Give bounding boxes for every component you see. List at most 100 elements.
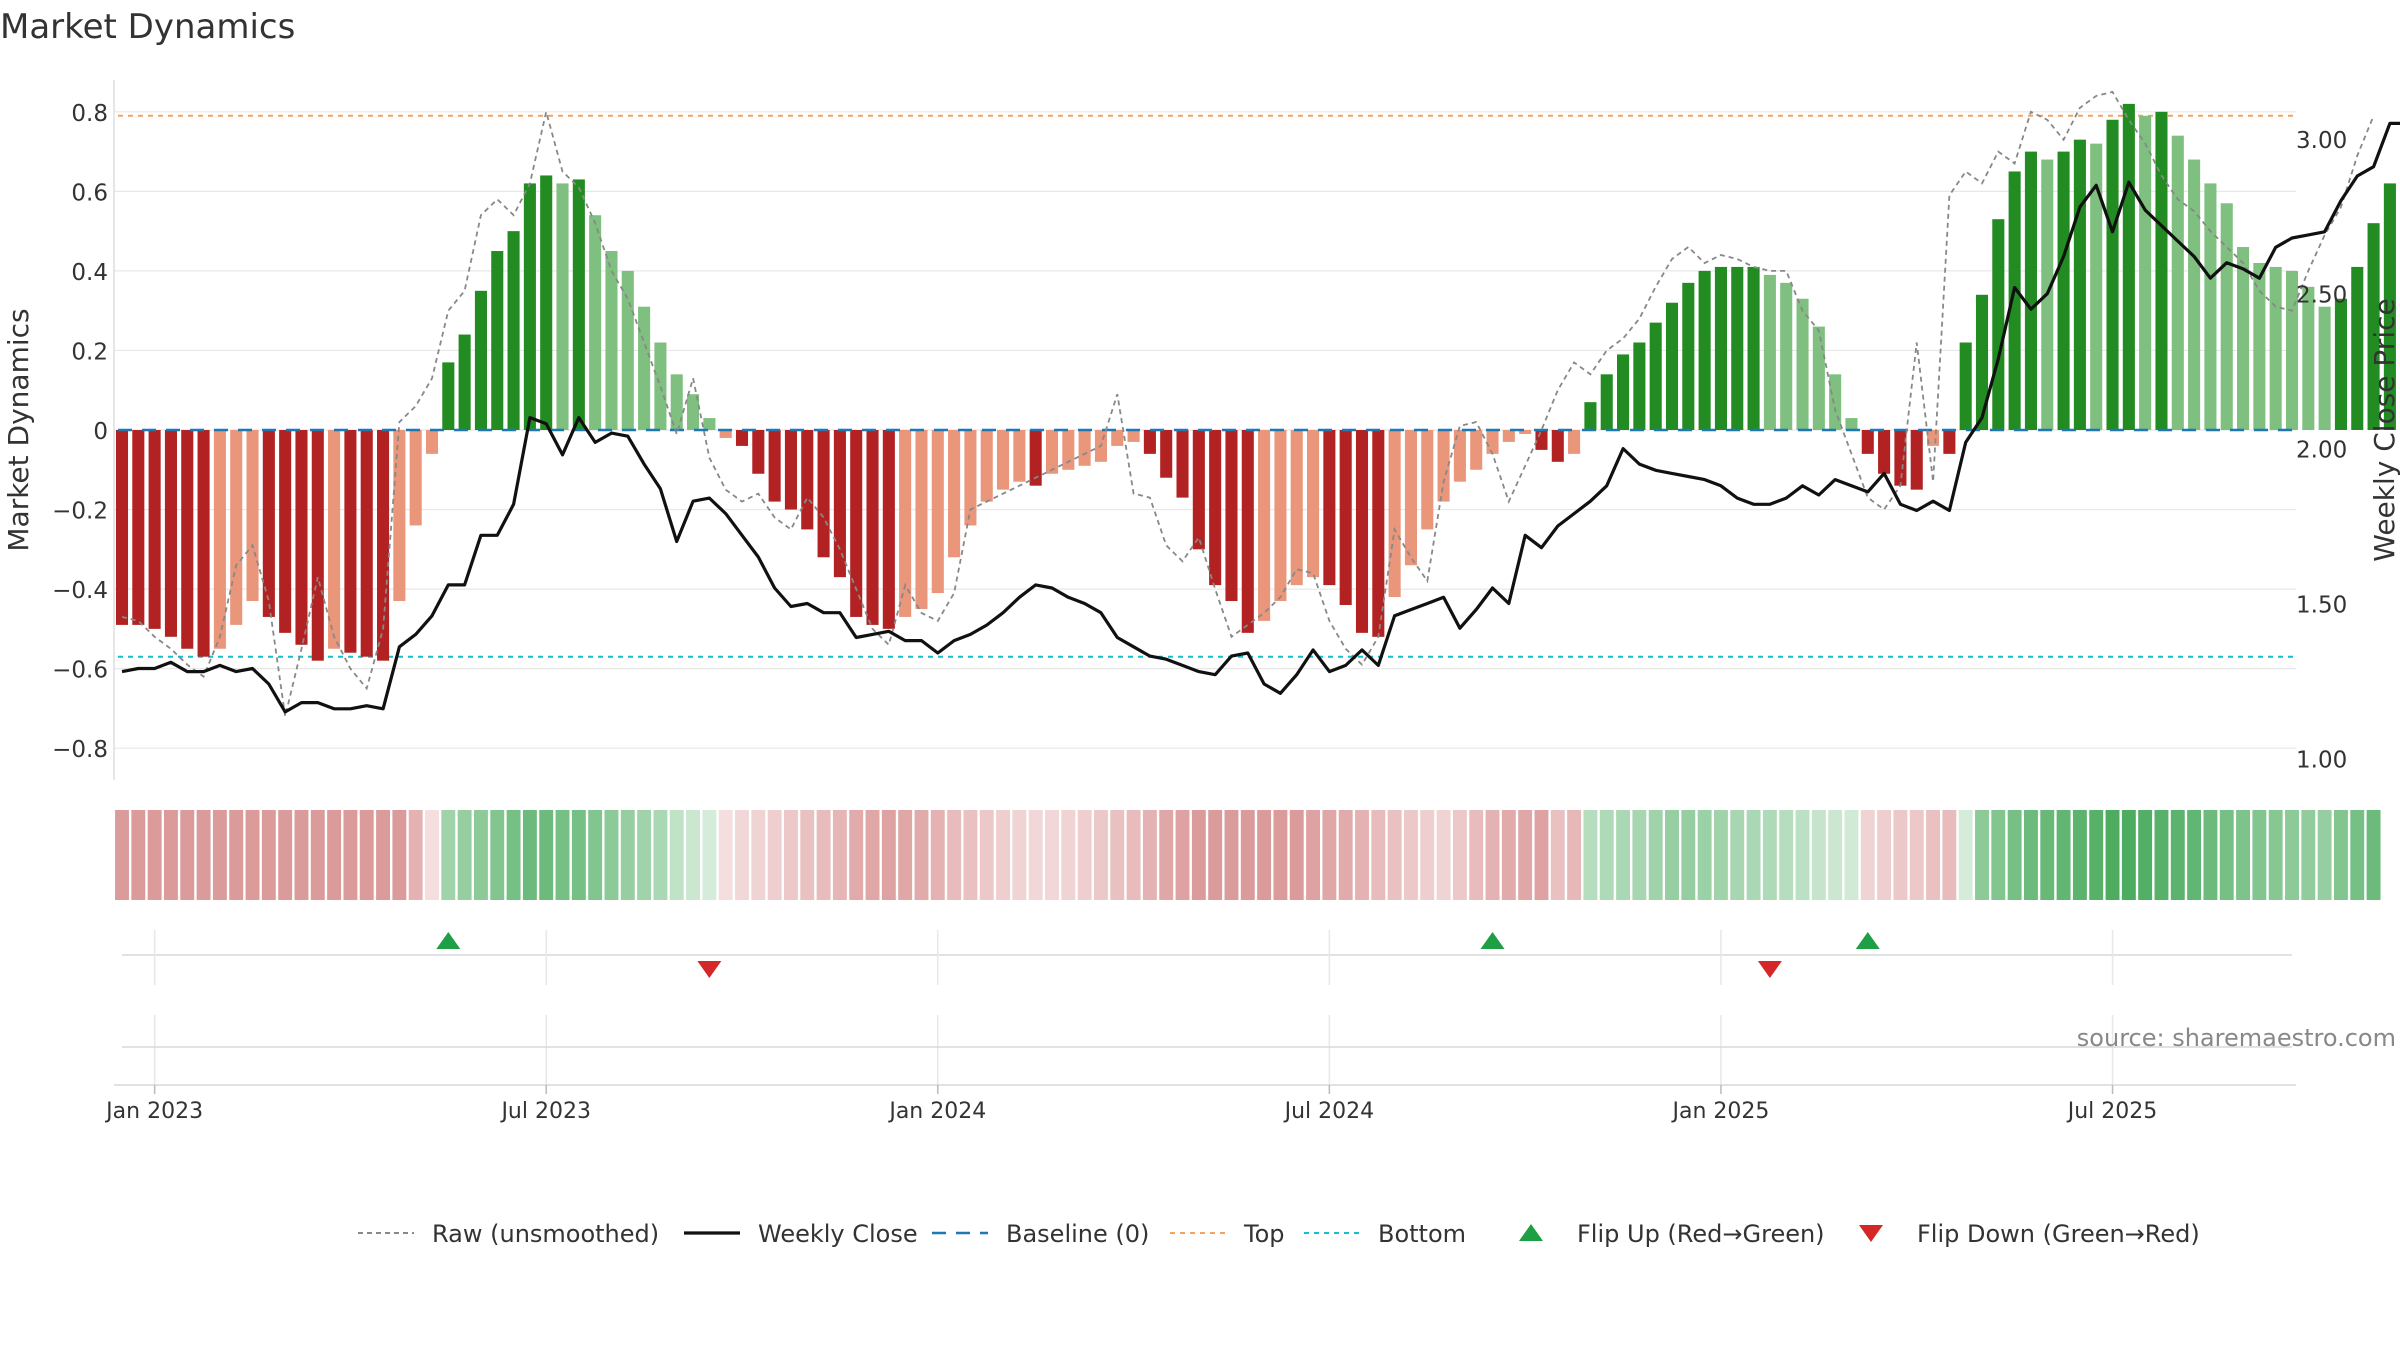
legend-item-raw: Raw (unsmoothed) — [358, 1220, 659, 1248]
dynamics-bar — [638, 306, 651, 430]
flip-down-marker — [1757, 961, 1782, 978]
regime-strip-segment — [115, 810, 129, 900]
x-tick-label: Jul 2023 — [499, 1099, 591, 1124]
dynamics-bar — [964, 430, 977, 526]
regime-strip-segment — [1665, 810, 1679, 900]
regime-strip-segment — [2040, 810, 2055, 900]
legend: Raw (unsmoothed) Weekly Close Baseline (0)… — [358, 1220, 2200, 1248]
dynamics-bar — [132, 430, 145, 625]
y-tick-label-left: 0.8 — [71, 101, 108, 127]
regime-strip-segment — [1958, 810, 1973, 900]
regime-strip-segment — [1289, 810, 1304, 900]
regime-strip-segment — [751, 810, 766, 900]
dynamics-bar — [2220, 203, 2233, 430]
regime-strip-segment — [686, 810, 701, 900]
dynamics-bar — [344, 430, 357, 653]
flip-markers-panel — [122, 930, 2292, 985]
dynamics-bar — [915, 430, 928, 609]
y-tick-label-left: −0.8 — [52, 737, 108, 763]
y-tick-label-right: 1.00 — [2296, 747, 2347, 773]
dynamics-bar — [311, 430, 324, 661]
empty-bottom-panel — [114, 1015, 2296, 1086]
dynamics-bar — [2383, 183, 2396, 430]
dynamics-bar — [474, 290, 487, 430]
dynamics-bar — [1486, 430, 1499, 454]
regime-strip-segment — [669, 810, 684, 900]
regime-strip-segment — [1077, 810, 1092, 900]
dynamics-bar — [1551, 430, 1564, 462]
regime-strip-segment — [1518, 810, 1533, 900]
regime-strip-segment — [506, 810, 521, 900]
dynamics-bar — [2237, 247, 2250, 430]
dynamics-bar — [784, 430, 797, 510]
regime-strip-segment — [1469, 810, 1484, 900]
dynamics-bar — [899, 430, 912, 617]
y-tick-label-left: 0.6 — [71, 180, 108, 206]
dynamics-bar — [572, 179, 585, 430]
dynamics-bar — [540, 175, 553, 430]
bars-layer — [115, 103, 2396, 661]
dynamics-bar — [2073, 139, 2086, 430]
dynamics-bar — [2269, 266, 2282, 430]
dynamics-bar — [2122, 103, 2135, 430]
regime-strip-segment — [1436, 810, 1451, 900]
legend-item-flip-down: Flip Down (Green→Red) — [1859, 1220, 2200, 1248]
dynamics-bar — [1355, 430, 1369, 633]
dynamics-bar — [1747, 266, 1760, 430]
regime-strip-segment — [1909, 810, 1924, 900]
regime-strip-segment — [800, 810, 815, 900]
y-tick-label-right: 3.00 — [2296, 128, 2347, 154]
regime-strip-segment — [441, 810, 456, 900]
dynamics-bar — [458, 334, 471, 430]
regime-strip-segment — [1828, 810, 1843, 900]
regime-strip-segment — [1045, 810, 1059, 900]
regime-strip-segment — [849, 810, 864, 900]
dynamics-bar — [1812, 326, 1825, 430]
dynamics-bar — [2302, 286, 2315, 430]
dynamics-bar — [1192, 430, 1205, 550]
y-tick-label-right: 1.50 — [2296, 592, 2347, 618]
regime-strip-segment — [2366, 810, 2381, 900]
dynamics-bar — [703, 418, 716, 430]
dynamics-bar — [1388, 430, 1401, 598]
regime-strip-segment — [1681, 810, 1696, 900]
regime-strip-segment — [930, 810, 945, 900]
dynamics-bar — [1763, 274, 1776, 430]
regime-strip-segment — [1240, 810, 1255, 900]
regime-strip-segment — [1338, 810, 1353, 900]
regime-strip-segment — [1942, 810, 1957, 900]
legend-item-bottom: Bottom — [1304, 1220, 1466, 1248]
dynamics-bar — [654, 342, 667, 430]
regime-strip-segment — [816, 810, 831, 900]
dynamics-bar — [556, 183, 569, 430]
axes-layer: 0.8 0.6 0.4 0.2 0 −0.2 −0.4 −0.6 −0.8 3.00 2.50 2.0… — [52, 80, 2347, 780]
y-tick-label-left: 0.2 — [71, 339, 108, 365]
legend-label: Bottom — [1378, 1220, 1466, 1248]
regime-strip-segment — [1191, 810, 1206, 900]
regime-strip-segment — [473, 810, 488, 900]
regime-strip-segment — [963, 810, 978, 900]
regime-strip-segment — [539, 810, 554, 900]
dynamics-bar — [1062, 430, 1075, 470]
dynamics-bar — [213, 430, 226, 649]
dynamics-bar — [279, 430, 292, 633]
dynamics-bar — [1225, 430, 1238, 602]
dynamics-bar — [1437, 430, 1450, 502]
dynamics-bar — [1878, 430, 1891, 474]
regime-strip-segment — [131, 810, 146, 900]
regime-strip-segment — [1844, 810, 1859, 900]
regime-strip-segment — [1452, 810, 1467, 900]
dynamics-bar — [2334, 298, 2347, 430]
regime-strip-segment — [1926, 810, 1941, 900]
dynamics-bar — [1894, 430, 1907, 486]
regime-strip-segment — [1175, 810, 1190, 900]
flip-up-marker — [436, 932, 461, 949]
dynamics-bar — [1372, 430, 1385, 637]
regime-strip-segment — [261, 810, 276, 900]
dynamics-bar — [735, 430, 749, 446]
dynamics-bar — [801, 430, 814, 530]
regime-strip-segment — [1616, 810, 1631, 900]
regime-strip-segment — [1550, 810, 1565, 900]
dynamics-bar — [1209, 430, 1222, 586]
dynamics-bar — [181, 430, 194, 649]
